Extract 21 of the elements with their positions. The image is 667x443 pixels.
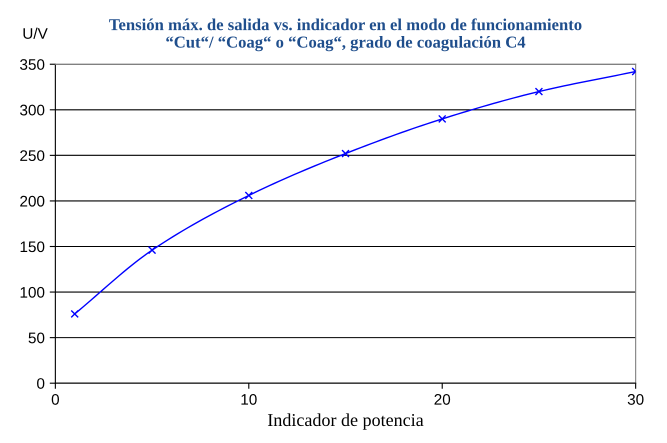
y-tick-label: 0 — [37, 378, 44, 389]
y-tick-label: 150 — [20, 241, 44, 252]
point — [438, 114, 446, 124]
x-tick-label: 20 — [434, 394, 450, 405]
y-axis-title: U/V — [23, 28, 48, 39]
y-tick-label: 250 — [20, 150, 44, 162]
x-tick-label: 0 — [52, 394, 60, 405]
point — [148, 246, 156, 254]
x-axis-title: Indicador de potencia — [268, 413, 424, 430]
y-tick-label: 300 — [20, 104, 44, 116]
x-tick-label: 30 — [628, 394, 644, 405]
y-tick-label: 100 — [20, 286, 44, 298]
chart-title: Tensión máx. de salida vs. indicador en el modo de funcionamiento “Cut“/ “Coag“ o “Coag“, grado de coagulación C4 — [109, 18, 582, 52]
point — [244, 191, 253, 200]
point — [341, 149, 350, 158]
x-tick-label: 10 — [241, 394, 257, 405]
y-tick-label: 50 — [28, 332, 44, 344]
point — [534, 87, 544, 96]
y-tick-label: 200 — [20, 196, 44, 207]
point — [70, 310, 79, 318]
y-tick-label: 350 — [20, 59, 44, 70]
